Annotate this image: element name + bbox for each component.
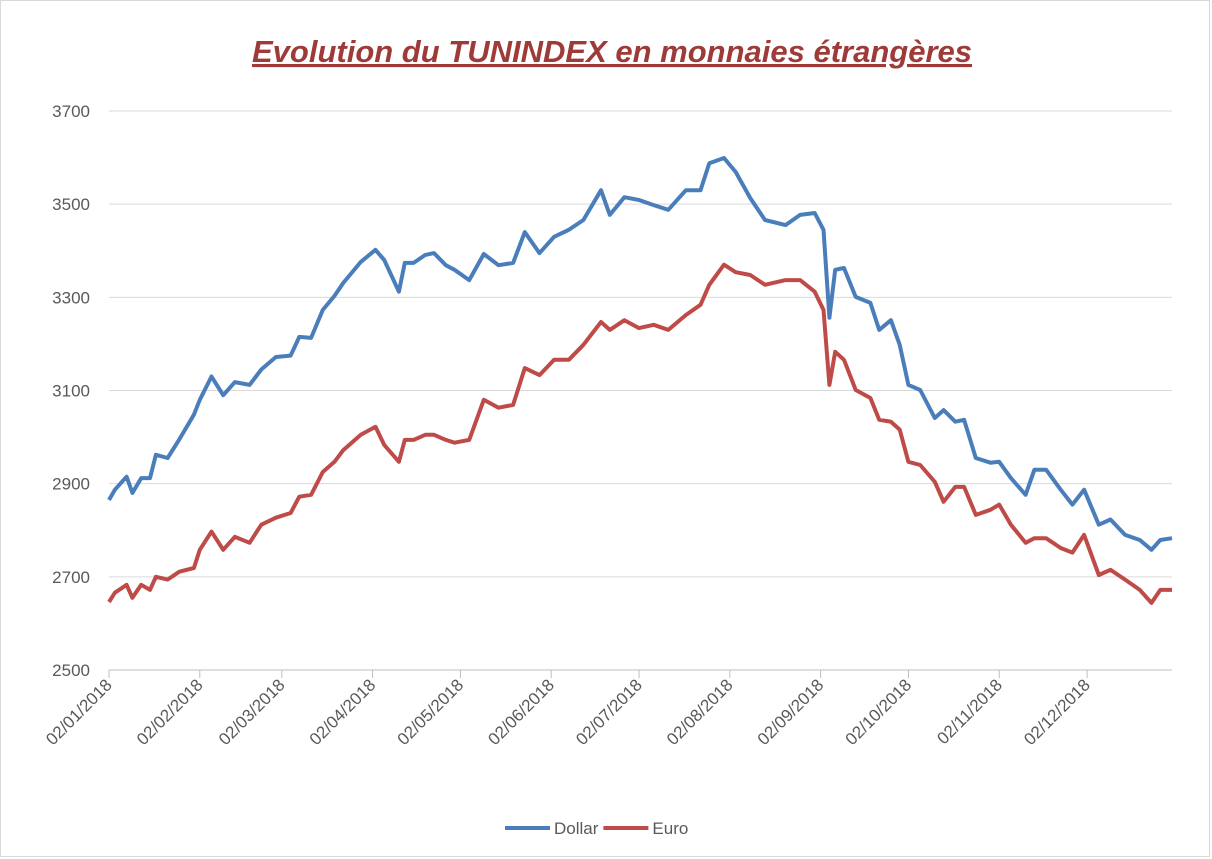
legend-label: Euro xyxy=(652,819,688,838)
y-tick-label: 2500 xyxy=(52,661,90,680)
series-line xyxy=(107,156,1173,552)
y-tick-label: 2700 xyxy=(52,568,90,587)
y-tick-label: 2900 xyxy=(52,475,90,494)
y-tick-label: 3300 xyxy=(52,288,90,307)
chart-title: Evolution du TUNINDEX en monnaies étrang… xyxy=(252,34,972,69)
y-tick-label: 3700 xyxy=(52,102,90,121)
legend-label: Dollar xyxy=(554,819,599,838)
y-tick-label: 3500 xyxy=(52,195,90,214)
series-line xyxy=(107,262,1172,605)
y-tick-label: 3100 xyxy=(52,382,90,401)
